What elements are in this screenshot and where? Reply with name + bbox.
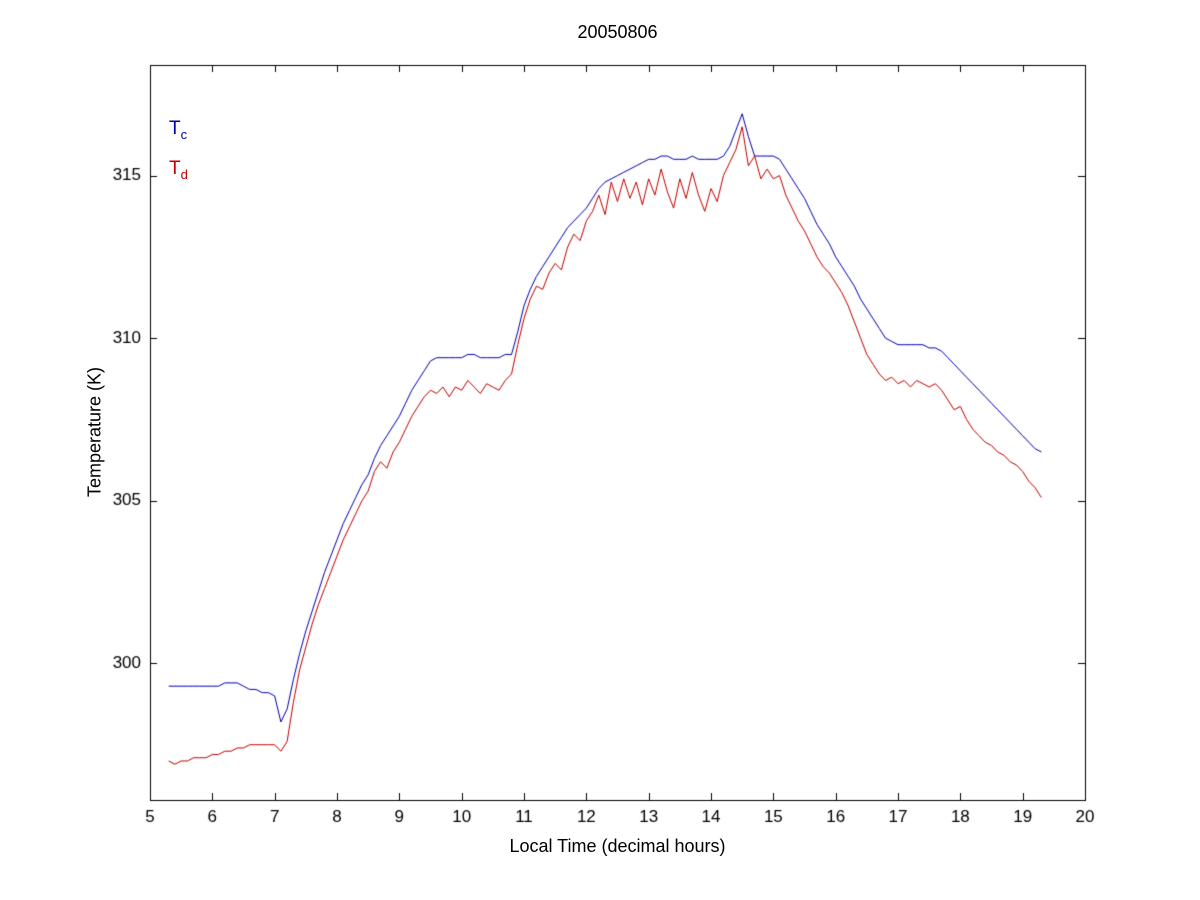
legend-label-td: T xyxy=(169,157,181,179)
legend-sub-td: d xyxy=(180,166,188,182)
legend-sub-tc: c xyxy=(180,126,188,142)
legend-label-tc: T xyxy=(169,118,181,139)
x-axis-label: Local Time (decimal hours) xyxy=(509,836,726,856)
legend-entry-td: Td xyxy=(169,152,188,192)
legend: Tc Td xyxy=(169,112,188,192)
chart-title: 20050806 xyxy=(577,22,658,42)
y-axis-label: Temperature (K) xyxy=(84,366,105,498)
legend-entry-tc: Tc xyxy=(169,112,188,152)
